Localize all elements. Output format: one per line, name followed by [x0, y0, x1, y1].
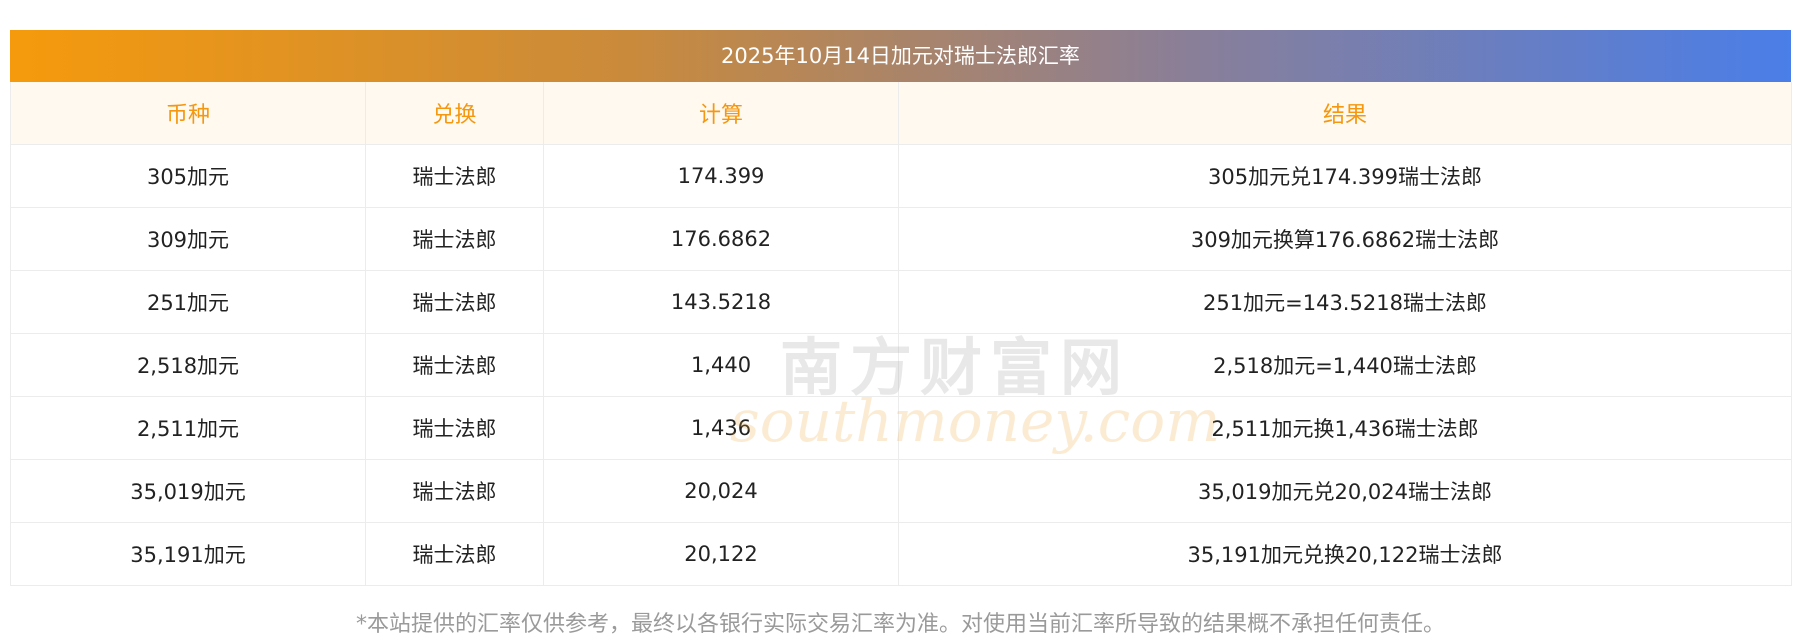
cell-result: 309加元换算176.6862瑞士法郎: [898, 207, 1792, 271]
cell-currency: 305加元: [10, 144, 366, 208]
cell-target: 瑞士法郎: [365, 396, 544, 460]
header-result: 结果: [898, 82, 1792, 145]
header-calc: 计算: [543, 82, 899, 145]
table-row: 2,518加元 瑞士法郎 1,440 2,518加元=1,440瑞士法郎: [10, 333, 1792, 397]
cell-calc: 174.399: [543, 144, 899, 208]
header-currency: 币种: [10, 82, 366, 145]
cell-target: 瑞士法郎: [365, 333, 544, 397]
table-row: 35,191加元 瑞士法郎 20,122 35,191加元兑换20,122瑞士法…: [10, 522, 1792, 586]
exchange-rate-panel: 2025年10月14日加元对瑞士法郎汇率 币种 兑换 计算 结果 305加元 瑞…: [10, 30, 1792, 638]
cell-currency: 35,191加元: [10, 522, 366, 586]
cell-result: 2,518加元=1,440瑞士法郎: [898, 333, 1792, 397]
cell-currency: 35,019加元: [10, 459, 366, 523]
table-row: 251加元 瑞士法郎 143.5218 251加元=143.5218瑞士法郎: [10, 270, 1792, 334]
header-exchange: 兑换: [365, 82, 544, 145]
cell-result: 35,191加元兑换20,122瑞士法郎: [898, 522, 1792, 586]
cell-result: 305加元兑174.399瑞士法郎: [898, 144, 1792, 208]
disclaimer-text: *本站提供的汇率仅供参考，最终以各银行实际交易汇率为准。对使用当前汇率所导致的结…: [355, 612, 1445, 637]
cell-calc: 1,436: [543, 396, 899, 460]
cell-currency: 251加元: [10, 270, 366, 334]
table-row: 305加元 瑞士法郎 174.399 305加元兑174.399瑞士法郎: [10, 144, 1792, 208]
exchange-table: 币种 兑换 计算 结果 305加元 瑞士法郎 174.399 305加元兑174…: [10, 82, 1792, 586]
cell-result: 35,019加元兑20,024瑞士法郎: [898, 459, 1792, 523]
cell-calc: 143.5218: [543, 270, 899, 334]
cell-calc: 1,440: [543, 333, 899, 397]
cell-target: 瑞士法郎: [365, 522, 544, 586]
cell-calc: 20,024: [543, 459, 899, 523]
table-row: 309加元 瑞士法郎 176.6862 309加元换算176.6862瑞士法郎: [10, 207, 1792, 271]
cell-calc: 176.6862: [543, 207, 899, 271]
cell-currency: 2,518加元: [10, 333, 366, 397]
cell-result: 2,511加元换1,436瑞士法郎: [898, 396, 1792, 460]
cell-target: 瑞士法郎: [365, 270, 544, 334]
header-row: 币种 兑换 计算 结果: [10, 82, 1792, 145]
cell-result: 251加元=143.5218瑞士法郎: [898, 270, 1792, 334]
table-area: 币种 兑换 计算 结果 305加元 瑞士法郎 174.399 305加元兑174…: [10, 82, 1792, 586]
cell-target: 瑞士法郎: [365, 459, 544, 523]
cell-currency: 2,511加元: [10, 396, 366, 460]
table-title: 2025年10月14日加元对瑞士法郎汇率: [10, 30, 1791, 82]
table-row: 2,511加元 瑞士法郎 1,436 2,511加元换1,436瑞士法郎: [10, 396, 1792, 460]
cell-currency: 309加元: [10, 207, 366, 271]
cell-target: 瑞士法郎: [365, 207, 544, 271]
cell-target: 瑞士法郎: [365, 144, 544, 208]
table-row: 35,019加元 瑞士法郎 20,024 35,019加元兑20,024瑞士法郎: [10, 459, 1792, 523]
cell-calc: 20,122: [543, 522, 899, 586]
